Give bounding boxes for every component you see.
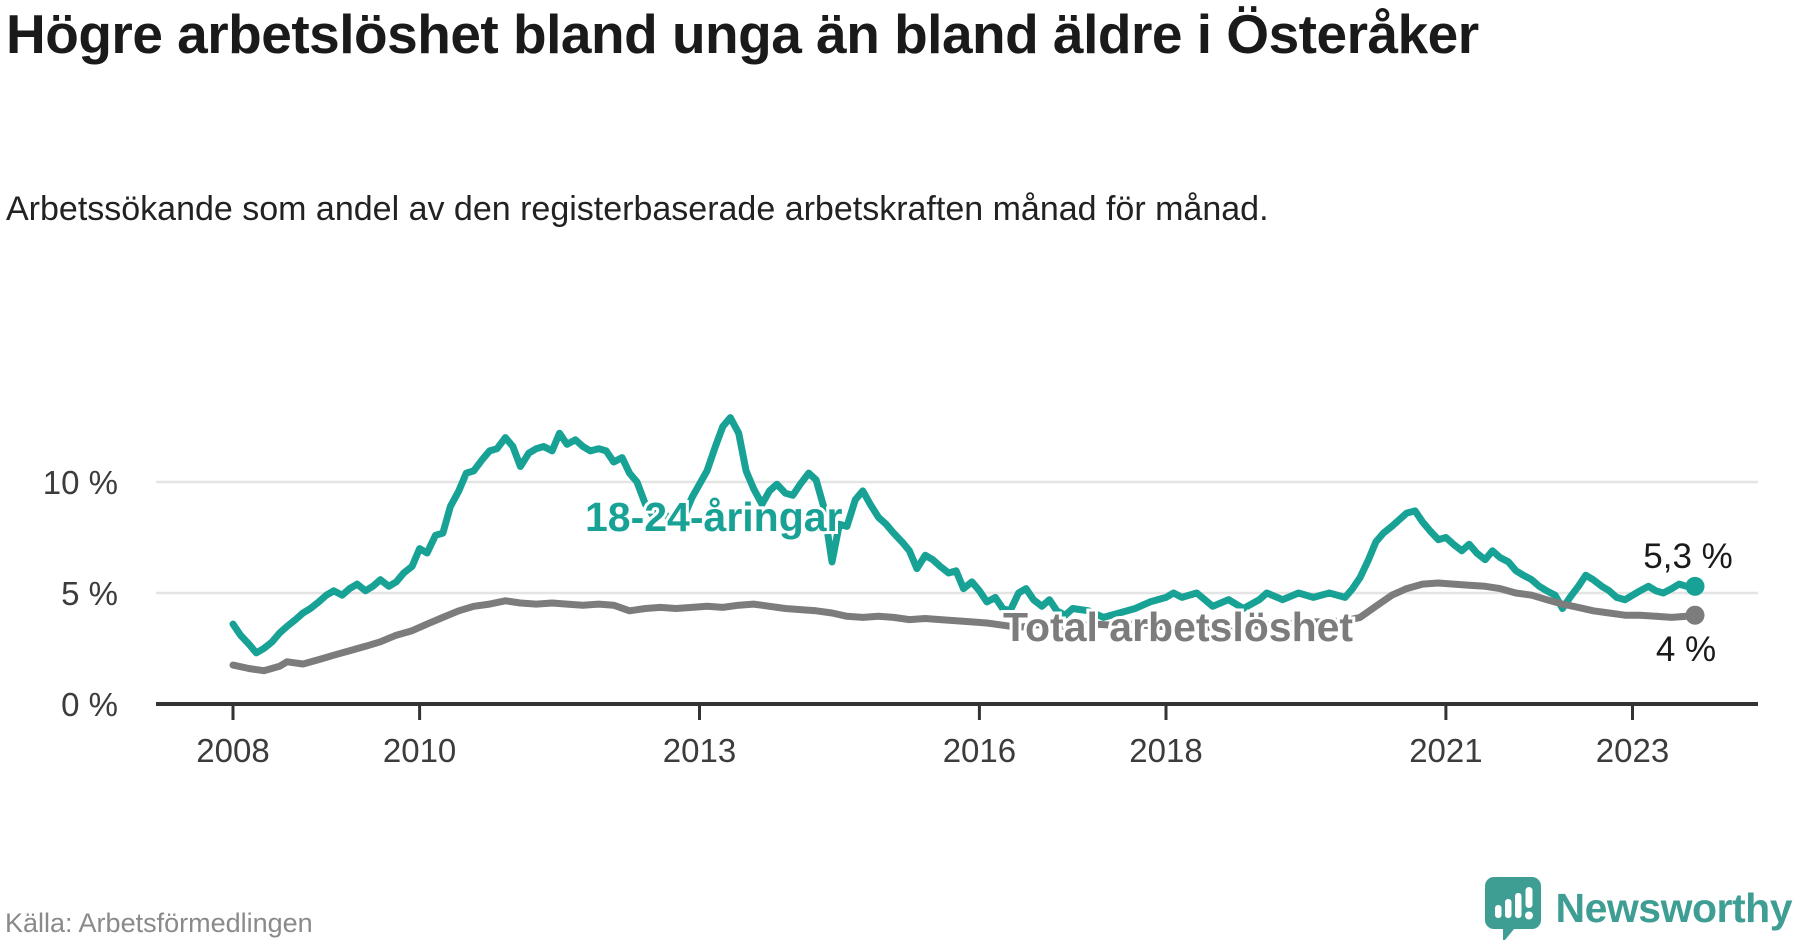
x-axis-label: 2010 — [383, 732, 456, 769]
series-label-total: Total arbetslöshet — [1003, 604, 1353, 650]
end-dot-total — [1685, 605, 1705, 625]
end-dot-youth — [1685, 576, 1705, 596]
x-axis-label: 2023 — [1596, 732, 1669, 769]
page-title: Högre arbetslöshet bland unga än bland ä… — [6, 3, 1479, 65]
series-line-youth — [229, 414, 1699, 657]
x-axis-label: 2021 — [1409, 732, 1482, 769]
newsworthy-logo-text: Newsworthy — [1555, 884, 1793, 931]
y-axis-label: 10 % — [43, 464, 118, 501]
series-label-youth: 18-24-åringar — [585, 494, 843, 540]
x-axis-label: 2016 — [943, 732, 1016, 769]
series-line-total — [229, 579, 1699, 675]
newsworthy-logo: Newsworthy — [1484, 876, 1793, 940]
y-axis-label: 5 % — [61, 575, 118, 612]
end-label-youth: 5,3 % — [1643, 537, 1733, 576]
x-axis-label: 2013 — [663, 732, 736, 769]
y-axis-label: 0 % — [61, 686, 118, 723]
x-axis-label: 2018 — [1129, 732, 1202, 769]
source-text: Källa: Arbetsförmedlingen — [5, 908, 313, 938]
end-label-total: 4 % — [1656, 630, 1716, 669]
newsworthy-logo-icon — [1484, 877, 1541, 940]
x-axis-label: 2008 — [196, 732, 269, 769]
page-subtitle: Arbetssökande som andel av den registerb… — [6, 190, 1269, 228]
